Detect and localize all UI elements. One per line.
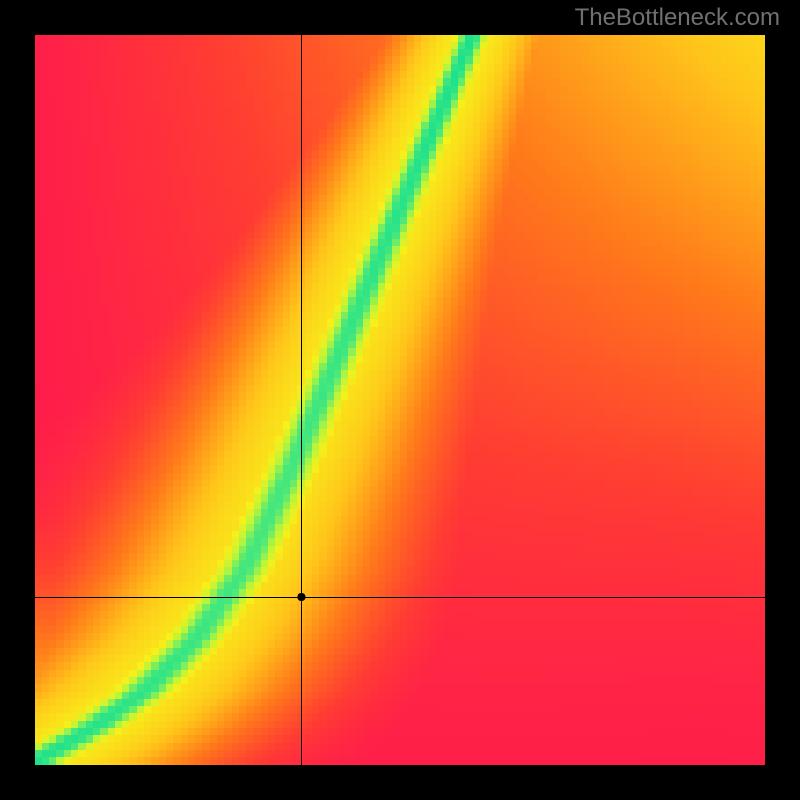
chart-container: TheBottleneck.com bbox=[0, 0, 800, 800]
bottleneck-heatmap bbox=[35, 35, 765, 765]
watermark-text: TheBottleneck.com bbox=[575, 4, 780, 32]
